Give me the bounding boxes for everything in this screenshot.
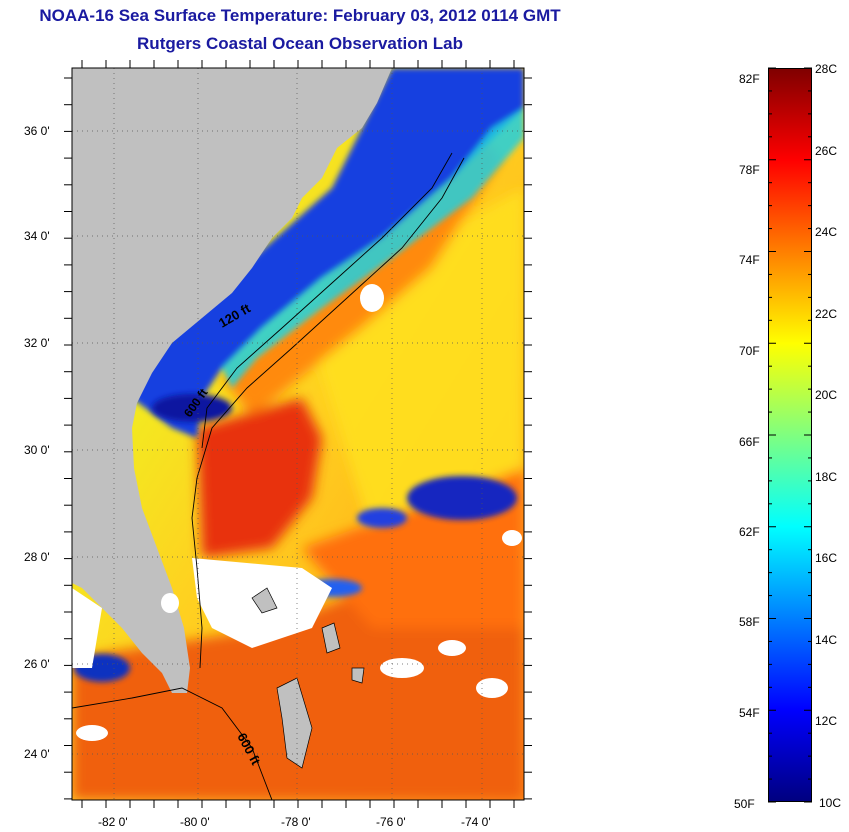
lat-tick-label: 26 0': [24, 657, 50, 671]
colorbar-f-label: 58F: [739, 615, 760, 629]
map-title: NOAA-16 Sea Surface Temperature: Februar…: [39, 6, 561, 25]
colorbar-c-label: 28C: [815, 62, 838, 76]
cold-eddy: [357, 508, 407, 528]
colorbar-c-label: 24C: [815, 225, 838, 239]
sst-map-canvas: 120 ft 600 ft 600 ft: [72, 68, 524, 800]
lon-tick-label: -80 0': [180, 815, 210, 829]
lat-tick-label: 28 0': [24, 550, 50, 564]
lat-tick-label: 30 0': [24, 443, 50, 457]
colorbar-f-label: 62F: [739, 525, 760, 539]
lat-tick-label: 36 0': [24, 124, 50, 138]
colorbar-f-label: 66F: [739, 435, 760, 449]
sst-map: 120 ft 600 ft 600 ft: [72, 68, 524, 800]
bahamas-island: [351, 667, 365, 684]
lake-okeechobee: [161, 593, 179, 613]
lon-tick-label: -78 0': [281, 815, 311, 829]
cloud-cover: [380, 658, 424, 678]
cloud-cover: [360, 284, 384, 312]
colorbar-f-label: 70F: [739, 344, 760, 358]
lon-tick-label: -74 0': [461, 815, 491, 829]
cloud-cover: [438, 640, 466, 656]
lat-tick-label: 34 0': [24, 229, 50, 243]
colorbar-c-label: 22C: [815, 307, 838, 321]
lon-tick-label: -82 0': [98, 815, 128, 829]
colorbar-f-label: 74F: [739, 253, 760, 267]
map-subtitle: Rutgers Coastal Ocean Observation Lab: [137, 34, 463, 53]
cloud-cover: [476, 678, 508, 698]
cold-eddy: [407, 476, 517, 520]
cloud-cover: [502, 530, 522, 546]
colorbar-c-label: 12C: [815, 714, 838, 728]
colorbar-f-label: 50F: [734, 797, 755, 811]
cloud-cover: [76, 725, 108, 741]
colorbar-f-label: 82F: [739, 72, 760, 86]
lon-tick-label: -76 0': [376, 815, 406, 829]
colorbar-c-label: 20C: [815, 388, 838, 402]
temperature-colorbar: [768, 68, 812, 802]
colorbar-f-label: 54F: [739, 706, 760, 720]
colorbar-c-label: 18C: [815, 470, 838, 484]
colorbar-f-label: 78F: [739, 163, 760, 177]
colorbar-c-label: 14C: [815, 633, 838, 647]
colorbar-c-label: 26C: [815, 144, 838, 158]
colorbar-c-label: 10C: [819, 796, 842, 810]
colorbar-c-label: 16C: [815, 551, 838, 565]
lat-tick-label: 24 0': [24, 747, 50, 761]
lat-tick-label: 32 0': [24, 336, 50, 350]
